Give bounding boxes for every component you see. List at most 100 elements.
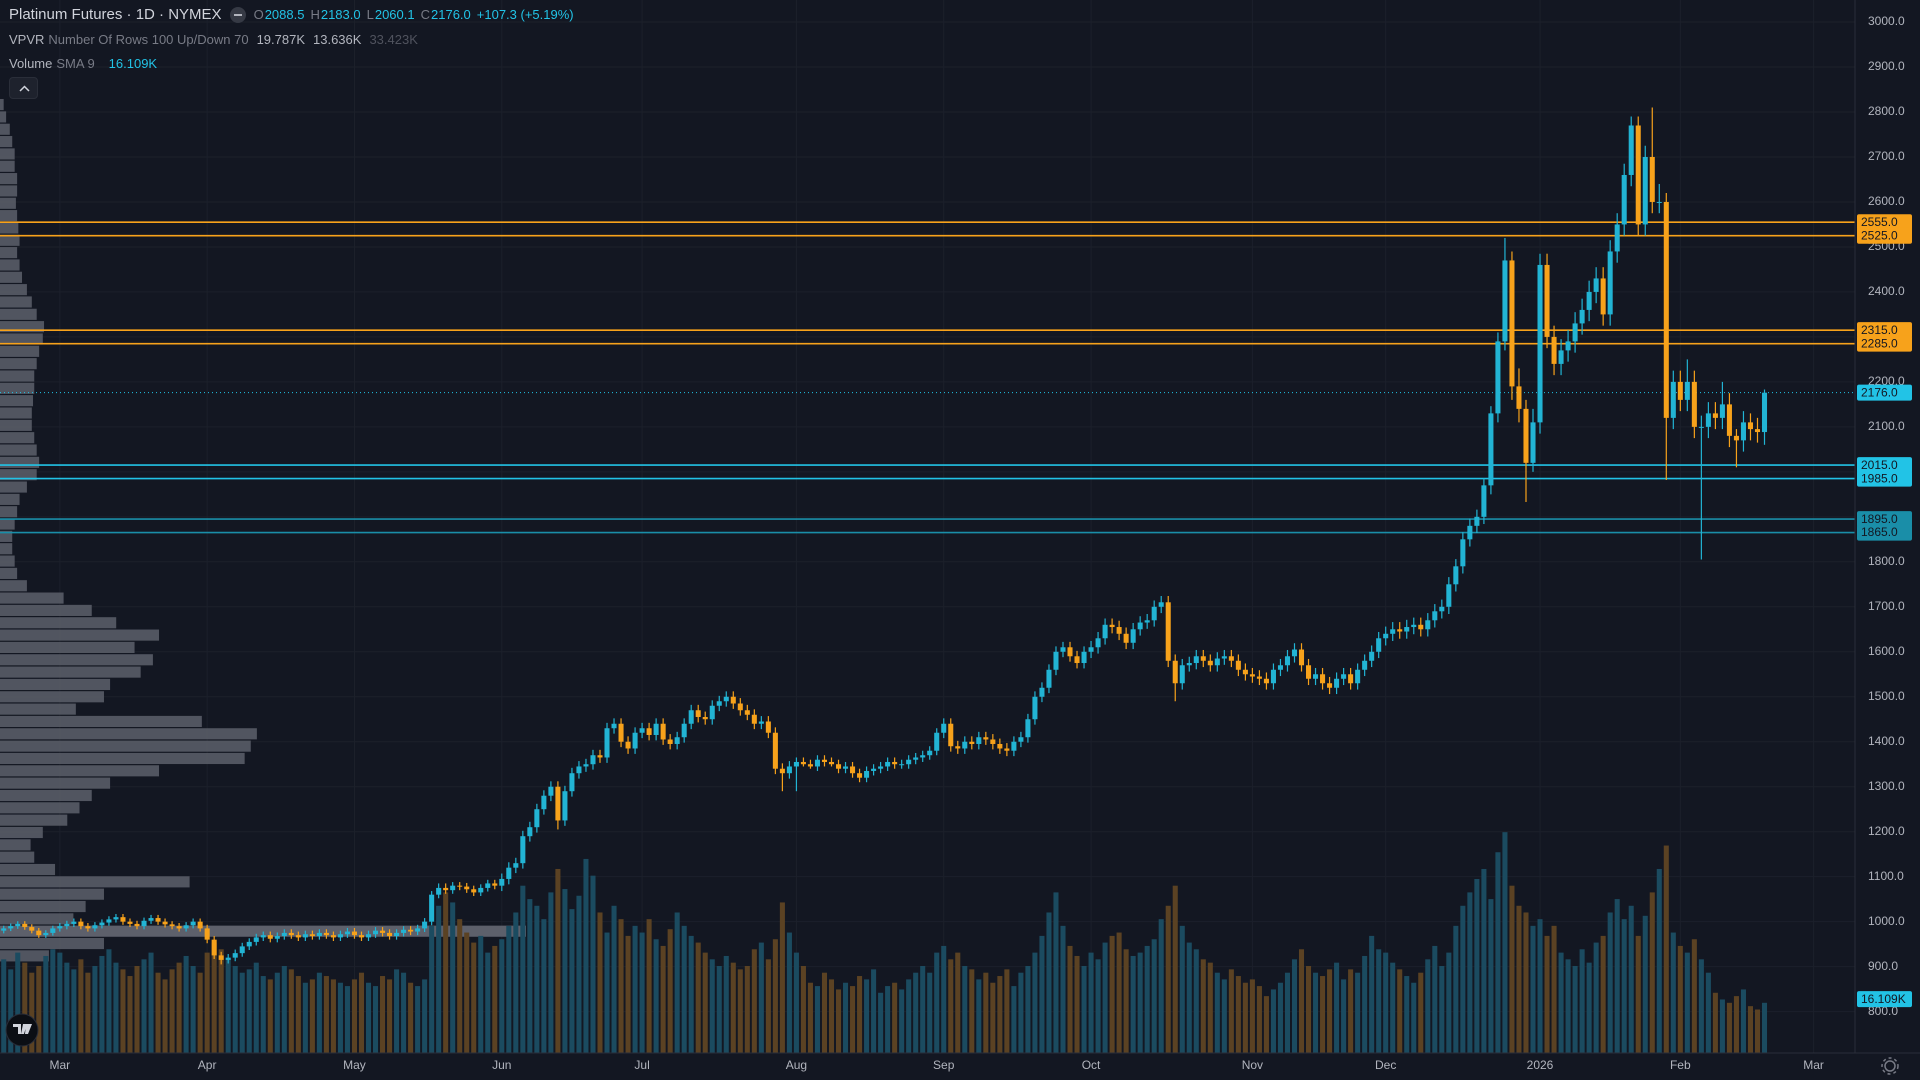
profile-row [0,407,32,419]
gear-icon[interactable] [1884,1060,1896,1072]
volume-bar [267,979,273,1053]
candle-body [239,946,245,954]
candle-body [1705,413,1711,427]
candle-body [1179,665,1185,684]
volume-bar [730,962,736,1053]
candle-body [1663,201,1669,418]
candle-body [1362,660,1368,670]
candle-body [1439,606,1445,612]
volume-bar [485,952,491,1053]
volume-bar [1348,969,1354,1053]
volume-bar [576,895,582,1053]
candle-body [1313,674,1319,679]
candle-body [1165,602,1171,661]
y-tick-label: 1800.0 [1868,554,1905,568]
volume-bar [1277,982,1283,1053]
profile-row [0,284,27,296]
volume-bar [1137,952,1143,1053]
profile-row [0,900,86,913]
volume-bar [295,976,301,1053]
volume-bar [885,986,891,1053]
profile-row [0,481,27,493]
candle-body [1390,629,1396,634]
candle-body [1607,251,1613,315]
candle-body [1039,687,1045,697]
volume-bar [878,992,884,1053]
candle-body [983,737,989,740]
profile-row [0,925,526,937]
candle-body [1060,647,1066,652]
candle-body [941,723,947,733]
volume-bar [429,925,435,1053]
volume-bar [1334,962,1340,1053]
candle-body [1761,392,1768,433]
volume-bar [1362,955,1368,1053]
logo-mark [13,1024,32,1034]
price-label-box [1857,470,1912,487]
volume-bar [365,982,372,1053]
candle-body [1270,669,1276,684]
volume-bar [1116,932,1122,1053]
volume-bar [492,945,498,1053]
x-tick-label: Sep [933,1058,955,1072]
candle-body [415,928,421,932]
profile-row [0,580,27,592]
volume-bar [506,925,512,1053]
profile-row [0,197,16,209]
candle-body [113,917,119,920]
candle-body [1551,336,1557,364]
price-label: 2015.0 [1861,458,1898,472]
settings-button[interactable] [1881,1057,1899,1075]
candle-body [828,761,835,765]
volume-bar [1677,945,1683,1053]
study-settings: Number Of Rows 100 Up/Down 70 [48,32,249,47]
candle-body [892,761,898,765]
candle-body [1593,278,1599,292]
candle-body [850,766,856,774]
chevron [19,85,30,92]
profile-row [0,518,15,530]
volume-bars [1,832,1768,1053]
candle-body [1558,350,1564,364]
volume-bar [1747,1006,1754,1053]
price-label-box [1857,322,1912,339]
collapse-button[interactable] [9,77,38,99]
volume-bar [976,979,982,1053]
candle-body [8,926,14,929]
candle-body [562,791,568,821]
volume-bar [162,979,168,1053]
volume-bar [948,959,954,1053]
volume-bar [934,952,940,1053]
candle-body [1614,224,1620,252]
volume-bar [737,969,743,1053]
legend-volume: Volume SMA 9 16.109K [9,56,157,71]
volume-bar [534,905,540,1053]
profile-row [0,382,35,394]
grid [0,0,1855,1053]
hide-button[interactable] [229,6,246,23]
volume-bar [590,875,596,1053]
price-label-box [1857,991,1912,1008]
profile-row [0,234,20,246]
candle-body [1453,566,1459,585]
volume-bar [85,972,91,1053]
volume-bar [239,972,245,1053]
x-tick-label: Aug [786,1058,807,1072]
profile-row [0,950,49,962]
volume-bar [1151,939,1157,1053]
candle-body [1537,264,1543,423]
candle-body [1719,404,1725,418]
candle-body [1102,624,1108,639]
ohlc-name: C [420,7,430,22]
candle-body [22,923,28,928]
volume-bar [1193,949,1199,1053]
candle-body [1733,435,1739,441]
candle-body [330,935,336,938]
candle-body [1081,651,1087,664]
profile-row [0,691,104,703]
volume-bar [127,976,133,1053]
logo[interactable] [5,1013,39,1047]
volume-bar [358,972,365,1053]
volume-bar [828,979,835,1053]
